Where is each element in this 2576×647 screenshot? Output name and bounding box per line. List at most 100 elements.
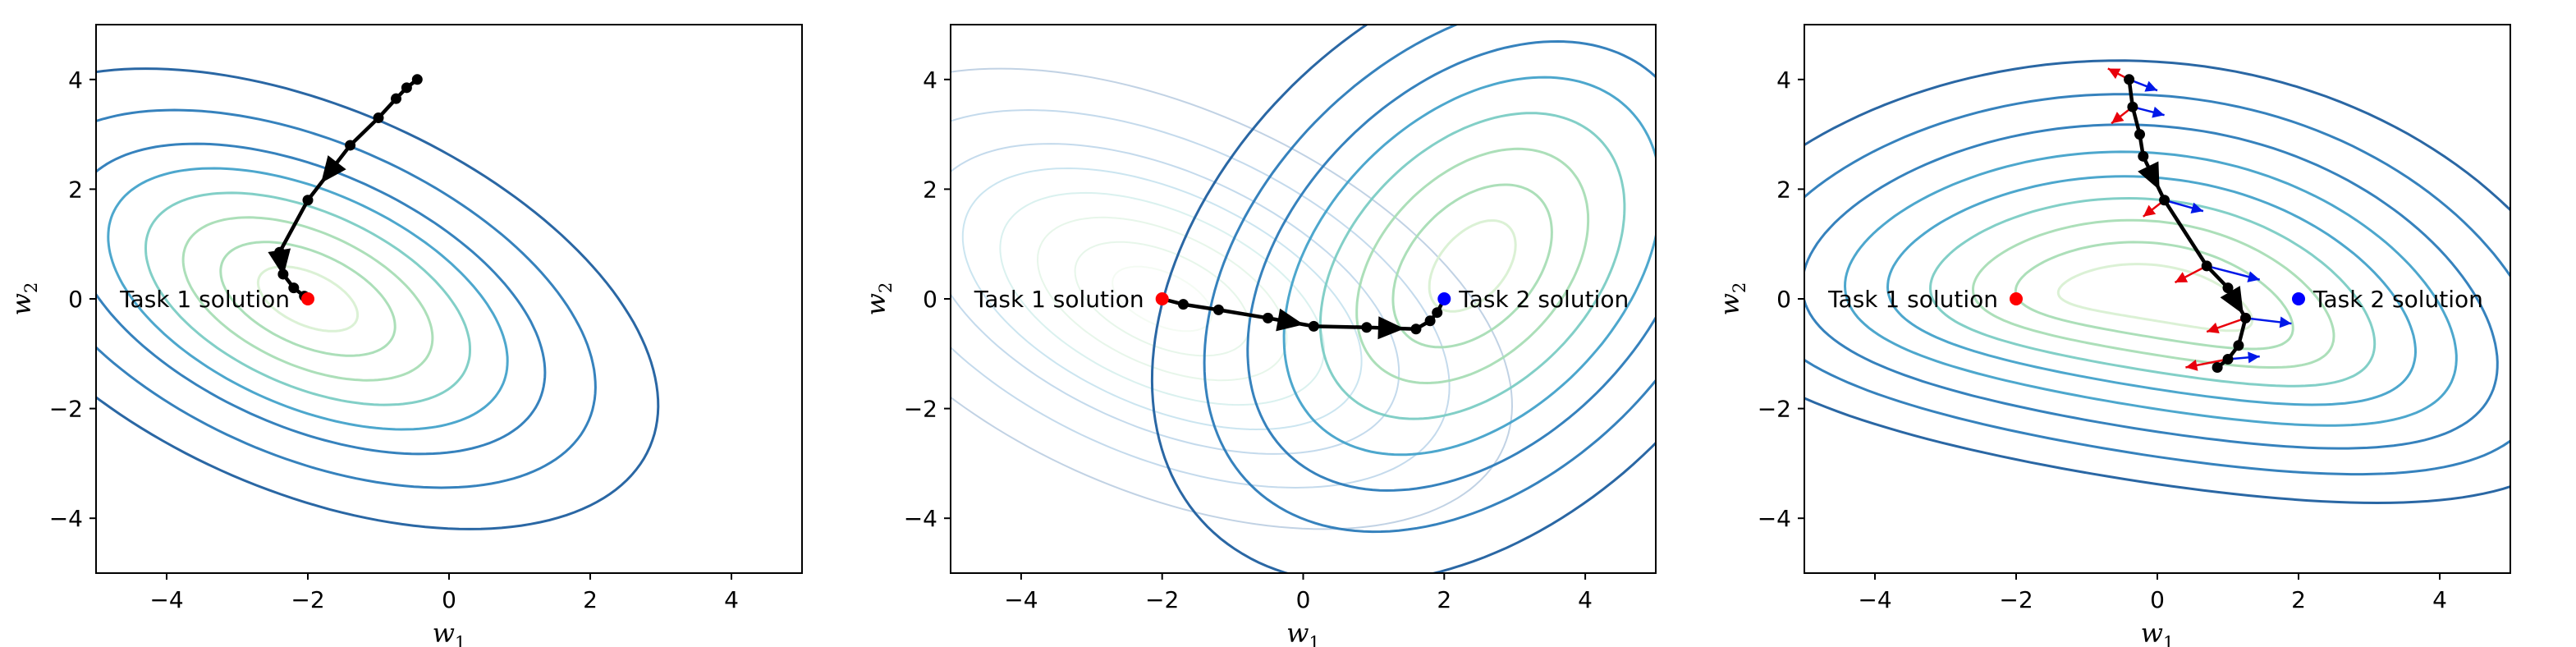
x-tick-label: 0: [442, 586, 456, 613]
trajectory-point: [2201, 260, 2212, 272]
solution-label: Task 2 solution: [2312, 286, 2483, 313]
trajectory-arrowhead: [1276, 308, 1304, 332]
gradient-arrowhead-blue: [2190, 202, 2203, 214]
trajectory-point: [1432, 307, 1443, 319]
trajectory-point: [2222, 353, 2234, 365]
x-tick-label: 0: [1296, 586, 1311, 613]
trajectory-point: [1177, 299, 1189, 310]
gradient-arrowhead-blue: [2248, 351, 2260, 364]
trajectory-point: [2127, 101, 2138, 112]
contour-line: [1928, 196, 2377, 388]
gradient-arrowhead-blue: [2247, 271, 2260, 282]
y-tick-label: 0: [68, 286, 83, 313]
y-tick-label: 2: [68, 176, 83, 203]
plot-area: Task 1 solution Task 2 solution: [951, 25, 1656, 573]
plot-area: Task 1 solution: [96, 67, 660, 530]
contour-line: [1391, 183, 1553, 349]
trajectory-arrowhead: [2138, 161, 2160, 190]
contour-line: [1318, 112, 1626, 420]
contour-line: [2014, 241, 2294, 351]
plot-area: Task 1 solution Task 2 solution: [1804, 59, 2510, 505]
y-tick-label: −2: [49, 396, 83, 423]
solution-label: Task 1 solution: [974, 286, 1144, 313]
y-axis-label-sub: 2: [21, 282, 41, 293]
x-axis-label-sub: 1: [2163, 633, 2174, 647]
gradient-arrowhead-red: [2207, 322, 2220, 334]
y-tick-label: 4: [68, 67, 83, 94]
contour-line: [1886, 175, 2418, 406]
contour-line: [951, 108, 1451, 489]
trajectory-point: [2159, 195, 2170, 206]
contour-line: [951, 67, 1514, 530]
trajectory-point: [411, 74, 423, 85]
chart-panel-2: Task 1 solution Task 2 solution −4 −2 0 2 4 −4 −…: [860, 24, 1657, 647]
trajectory-arrowhead: [2220, 286, 2244, 314]
x-tick-label: −2: [1999, 586, 2033, 613]
contour-line: [1112, 265, 1213, 333]
gradient-arrowhead-blue: [2144, 80, 2157, 92]
solution-marker: [301, 292, 314, 305]
contour-line: [951, 143, 1400, 455]
trajectory-point: [302, 195, 314, 206]
y-axis-label: w2: [6, 282, 41, 316]
x-tick-label: 4: [1578, 586, 1593, 613]
x-tick-label: 4: [724, 586, 739, 613]
x-axis-label: w1: [433, 617, 466, 647]
trajectory-point: [1410, 324, 1422, 335]
y-tick-label: 0: [923, 286, 937, 313]
trajectory-point: [345, 140, 356, 151]
contour-line: [107, 167, 509, 431]
contour-line: [1804, 93, 2510, 476]
trajectory-arrowhead: [268, 248, 291, 277]
x-tick-label: 4: [2432, 586, 2447, 613]
contour-line: [1036, 216, 1288, 382]
y-tick-label: −4: [904, 505, 937, 532]
solution-marker: [2292, 292, 2305, 305]
trajectory-point: [2240, 312, 2251, 324]
solution-marker: [1437, 292, 1451, 305]
trajectory-line: [277, 78, 419, 301]
trajectory-point: [1308, 320, 1319, 332]
y-tick-label: −2: [904, 396, 937, 423]
y-axis-label-sub: 2: [876, 282, 896, 293]
trajectory-point: [1361, 322, 1373, 333]
solution-label: Task 2 solution: [1458, 286, 1629, 313]
trajectory-point: [1212, 304, 1224, 315]
trajectory-point: [391, 93, 401, 104]
y-tick-label: 2: [923, 176, 937, 203]
x-axis-label: w1: [2141, 617, 2175, 647]
trajectory-point: [1424, 315, 1436, 327]
contour-line: [1203, 25, 1656, 534]
contour-line: [999, 191, 1326, 406]
contour-line: [1804, 123, 2499, 450]
trajectory-point: [288, 282, 300, 294]
x-axis-label-sub: 1: [455, 633, 465, 647]
x-tick-label: −2: [291, 586, 324, 613]
contour-line: [219, 241, 396, 357]
gradient-arrowhead-red: [2175, 272, 2189, 282]
trajectory-arrowhead: [1377, 316, 1405, 340]
x-tick-label: −2: [1145, 586, 1179, 613]
contour-line: [1972, 218, 2335, 369]
trajectory-point: [401, 82, 412, 94]
trajectory-point: [2134, 129, 2145, 140]
gradient-arrowhead-red: [2107, 68, 2121, 80]
contour-line: [2056, 263, 2253, 333]
x-tick-label: 2: [1437, 586, 1451, 613]
trajectory-point: [2124, 74, 2135, 85]
y-axis-label: w2: [860, 282, 896, 316]
x-axis-label-sub: 1: [1309, 633, 1320, 647]
chart-panel-3: Task 1 solution Task 2 solution −4 −2 0 2 4 −4 −…: [1714, 24, 2511, 647]
x-tick-label: −4: [1858, 586, 1891, 613]
y-tick-label: −2: [1758, 396, 1791, 423]
x-axis-label: w1: [1286, 617, 1320, 647]
solution-label: Task 1 solution: [1827, 286, 1998, 313]
y-tick-label: 2: [1776, 176, 1791, 203]
trajectory-arrowhead: [321, 155, 346, 184]
y-tick-label: 4: [923, 67, 937, 94]
contour-line: [256, 265, 360, 333]
chart-panel-1: Task 1 solution −4 −2 0 2 4 −4 −2 0 2 4 w1 w2: [6, 24, 803, 647]
trajectory-line: [1162, 296, 1446, 331]
x-tick-label: 0: [2150, 586, 2165, 613]
x-tick-label: −4: [149, 586, 183, 613]
